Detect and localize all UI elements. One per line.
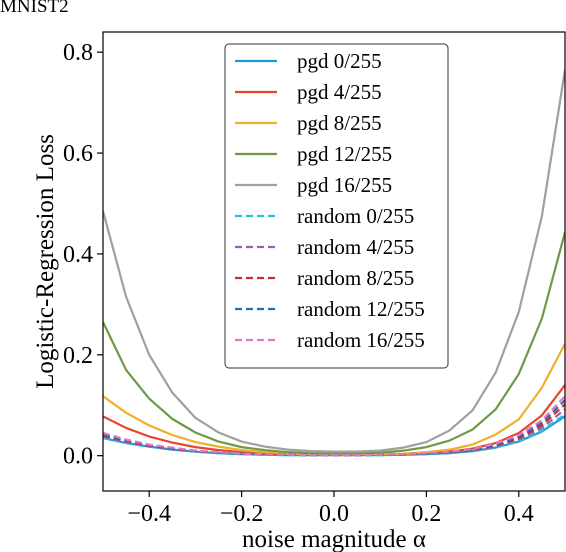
legend-label-2: pgd 8/255 xyxy=(297,111,382,135)
x-axis-label: noise magnitude α xyxy=(242,526,426,552)
legend-label-3: pgd 12/255 xyxy=(297,142,392,166)
series-lines xyxy=(103,69,565,457)
y-axis-label: Logistic-Regression Loss xyxy=(32,134,59,389)
series-line-3 xyxy=(103,231,565,455)
x-tick-label-0: −0.4 xyxy=(127,501,171,527)
legend-label-9: random 16/255 xyxy=(297,328,425,352)
chart-title-fragment: MNIST2 xyxy=(0,0,69,17)
x-tick-label-4: 0.4 xyxy=(504,501,534,527)
y-tick-label-3: 0.6 xyxy=(63,141,93,167)
legend-label-0: pgd 0/255 xyxy=(297,49,382,73)
y-tick-label-1: 0.2 xyxy=(63,343,93,369)
series-line-9 xyxy=(103,395,565,457)
legend-label-8: random 12/255 xyxy=(297,297,425,321)
y-tick-label-2: 0.4 xyxy=(63,242,93,268)
x-tick-label-3: 0.2 xyxy=(411,501,441,527)
legend-box xyxy=(224,43,449,369)
x-tick-label-2: 0.0 xyxy=(319,501,349,527)
y-tick-label-4: 0.8 xyxy=(63,40,93,66)
legend: pgd 0/255 pgd 4/255 pgd 8/255 pgd 12/255 pgd… xyxy=(224,43,449,369)
legend-label-7: random 8/255 xyxy=(297,266,414,290)
x-tick-label-1: −0.2 xyxy=(220,501,264,527)
legend-label-5: random 0/255 xyxy=(297,204,414,228)
legend-label-4: pgd 16/255 xyxy=(297,173,392,197)
legend-label-6: random 4/255 xyxy=(297,235,414,259)
series-line-4 xyxy=(103,69,565,453)
y-tick-label-0: 0.0 xyxy=(63,444,93,470)
legend-label-1: pgd 4/255 xyxy=(297,80,382,104)
